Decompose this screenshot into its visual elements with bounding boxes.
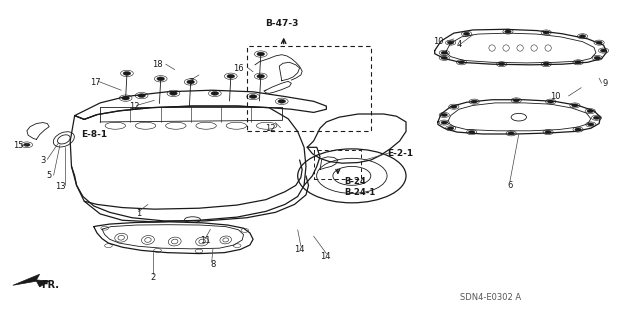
Text: 3: 3 <box>40 156 45 164</box>
Text: 18: 18 <box>152 60 163 69</box>
Circle shape <box>596 41 602 44</box>
Circle shape <box>441 121 447 124</box>
Circle shape <box>575 61 581 64</box>
Circle shape <box>572 104 578 107</box>
Circle shape <box>187 80 195 84</box>
Circle shape <box>588 123 594 126</box>
Circle shape <box>468 131 475 134</box>
Circle shape <box>594 56 600 60</box>
Text: 5: 5 <box>47 172 52 180</box>
Circle shape <box>543 31 549 34</box>
Text: 14: 14 <box>294 245 305 254</box>
Circle shape <box>593 116 600 119</box>
Text: 2: 2 <box>150 273 156 282</box>
Circle shape <box>513 99 520 102</box>
Text: SDN4-E0302 A: SDN4-E0302 A <box>460 293 522 302</box>
Circle shape <box>547 100 554 103</box>
Circle shape <box>508 132 515 135</box>
Text: 17: 17 <box>90 78 101 87</box>
Circle shape <box>600 49 607 52</box>
Circle shape <box>441 56 447 60</box>
Circle shape <box>123 71 131 75</box>
Text: 13: 13 <box>54 182 65 191</box>
Circle shape <box>575 128 581 131</box>
Circle shape <box>441 51 447 54</box>
Text: E-2-1: E-2-1 <box>387 149 413 158</box>
Text: 15: 15 <box>13 141 23 150</box>
Circle shape <box>249 95 257 99</box>
Circle shape <box>463 32 470 35</box>
Circle shape <box>505 30 511 33</box>
Circle shape <box>122 96 129 100</box>
Circle shape <box>257 52 264 56</box>
Text: 12: 12 <box>129 101 139 111</box>
Text: 16: 16 <box>233 63 244 73</box>
Circle shape <box>587 109 593 113</box>
Circle shape <box>441 113 447 116</box>
Circle shape <box>138 94 145 98</box>
Text: 4: 4 <box>456 40 461 49</box>
Text: 14: 14 <box>320 252 330 261</box>
Circle shape <box>227 74 235 78</box>
Text: 11: 11 <box>200 236 211 245</box>
Bar <box>246 46 371 132</box>
Circle shape <box>211 92 219 95</box>
Text: FR.: FR. <box>42 280 60 290</box>
Bar <box>314 150 362 179</box>
Circle shape <box>257 74 264 78</box>
Text: 1: 1 <box>136 209 141 219</box>
Text: 10: 10 <box>550 92 561 101</box>
Text: 6: 6 <box>508 181 513 190</box>
Text: 12: 12 <box>265 124 275 133</box>
Circle shape <box>451 105 457 108</box>
Text: B-47-3: B-47-3 <box>265 19 298 28</box>
Text: 9: 9 <box>603 79 608 88</box>
Text: E-8-1: E-8-1 <box>81 130 107 139</box>
Circle shape <box>278 100 285 103</box>
Circle shape <box>545 131 551 134</box>
Circle shape <box>471 100 477 103</box>
Polygon shape <box>13 274 49 287</box>
Text: 10: 10 <box>433 36 444 45</box>
Circle shape <box>170 92 177 95</box>
Circle shape <box>499 63 505 66</box>
Circle shape <box>458 61 465 64</box>
Circle shape <box>543 63 549 66</box>
Circle shape <box>24 143 30 146</box>
Text: B-24
B-24-1: B-24 B-24-1 <box>344 177 376 197</box>
Circle shape <box>579 35 586 38</box>
Text: 8: 8 <box>211 260 216 269</box>
Circle shape <box>447 41 454 44</box>
Circle shape <box>157 77 164 81</box>
Circle shape <box>447 127 454 130</box>
Text: 7: 7 <box>188 78 193 87</box>
